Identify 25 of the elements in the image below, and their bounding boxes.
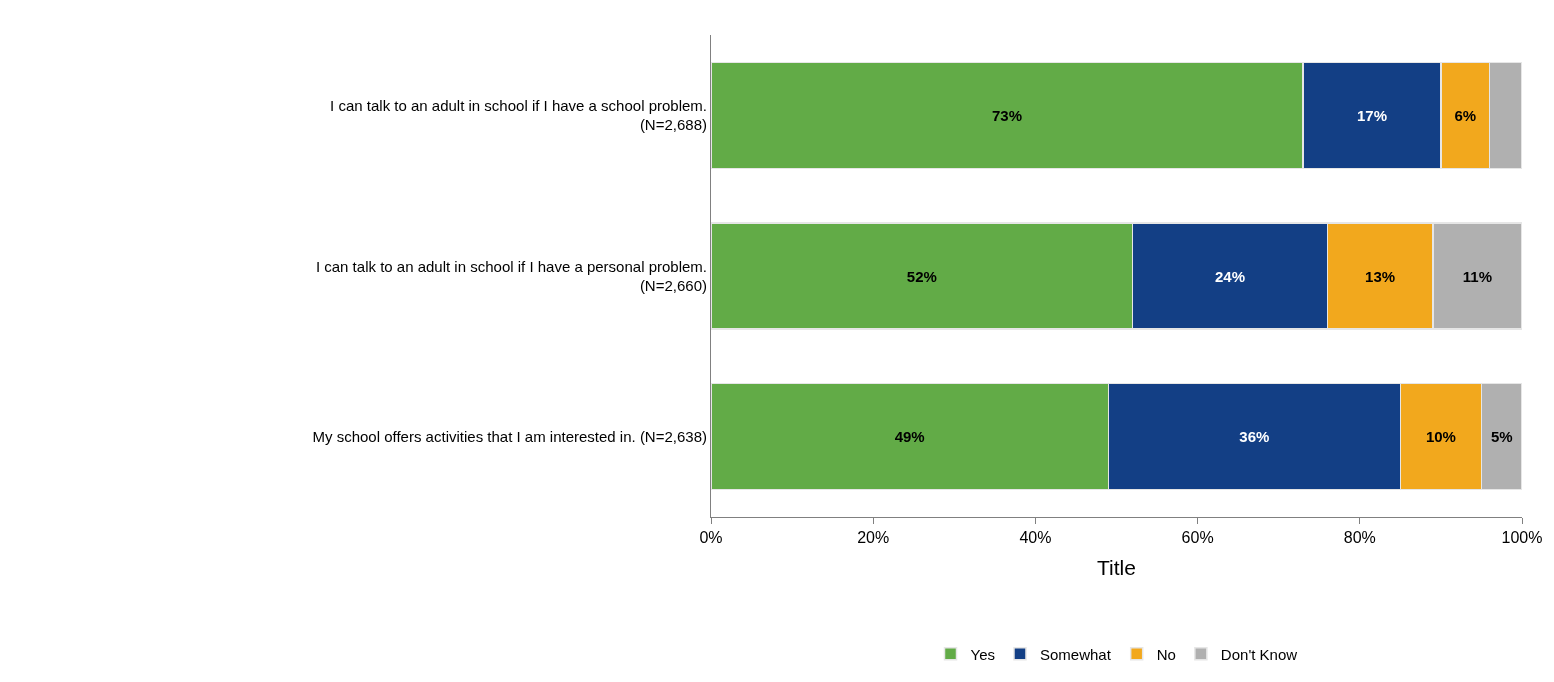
data-label: 36% <box>1239 428 1270 446</box>
legend-label: Yes <box>970 645 995 663</box>
x-tick-label: 60% <box>1181 529 1214 547</box>
data-label: 73% <box>992 106 1023 124</box>
x-tick-label: 20% <box>857 529 890 547</box>
legend-label: Somewhat <box>1039 645 1112 663</box>
data-label: 5% <box>1490 428 1513 446</box>
legend-label: No <box>1156 645 1176 663</box>
y-tick-label: My school offers activities that I am interested in. (N=2,638) <box>312 427 707 445</box>
data-label: 13% <box>1365 267 1396 285</box>
data-label: 52% <box>906 267 937 285</box>
x-tick-label: 100% <box>1501 529 1543 547</box>
x-tick-label: 40% <box>1019 529 1052 547</box>
y-tick-label: I can talk to an adult in school if I have a school problem. (N=2,688) <box>330 96 707 134</box>
x-tick-label: 0% <box>699 529 723 547</box>
y-tick-label: I can talk to an adult in school if I have a personal problem. (N=2,660) <box>315 257 707 294</box>
data-label: 10% <box>1425 428 1456 446</box>
x-tick-label: 80% <box>1343 529 1376 547</box>
data-label: 24% <box>1215 267 1246 285</box>
data-label: 11% <box>1462 267 1492 285</box>
x-axis-title: Title <box>1097 556 1136 580</box>
data-label: 17% <box>1356 106 1387 124</box>
legend-label: Don't Know <box>1220 645 1298 663</box>
data-label: 49% <box>894 428 925 446</box>
data-label: 6% <box>1454 106 1477 124</box>
